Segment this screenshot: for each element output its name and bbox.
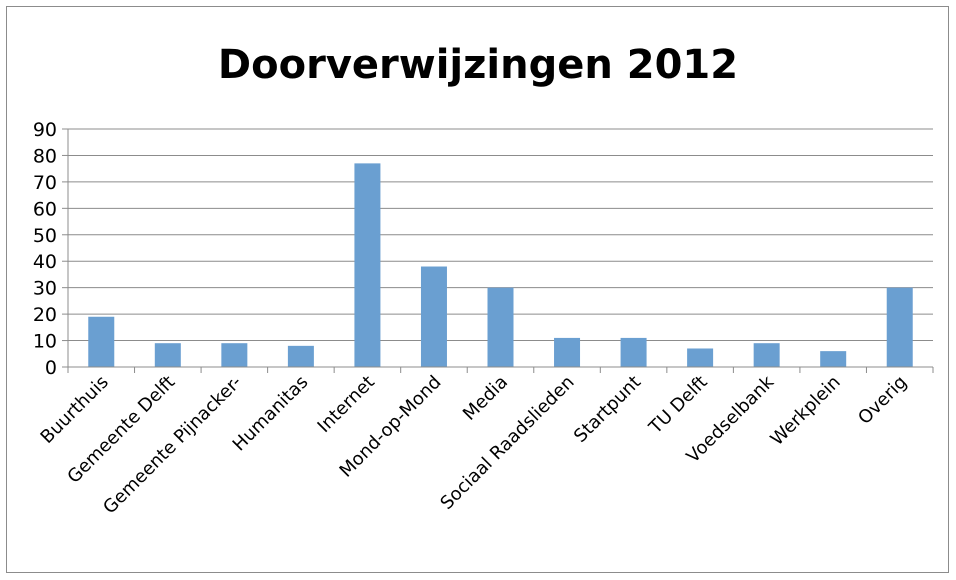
x-tick-label: Werkplein (767, 372, 845, 450)
x-tick-label: Startpunt (570, 372, 645, 447)
bar (820, 351, 847, 367)
y-tick-label: 70 (33, 172, 57, 194)
y-tick-label: 90 (33, 119, 57, 141)
bar (287, 345, 314, 367)
x-tick-label: Internet (314, 372, 379, 437)
bars (88, 163, 913, 367)
chart-frame (6, 6, 949, 573)
bar (354, 163, 381, 367)
y-tick-label: 10 (33, 331, 57, 353)
bar (620, 337, 647, 367)
y-tick-label: 60 (33, 198, 57, 220)
y-tick-label: 80 (33, 145, 57, 167)
y-tick-labels: 0 10 20 30 40 50 60 70 80 90 (33, 119, 57, 379)
bar (221, 343, 248, 367)
bar (88, 316, 115, 367)
x-tick-label: TU Delft (645, 372, 712, 439)
bar (886, 287, 913, 367)
bar (154, 343, 181, 367)
x-tick-label: Gemeente Pijnacker- (99, 372, 246, 519)
y-tick-label: 30 (33, 278, 57, 300)
bar (687, 348, 714, 367)
x-tick-label: Sociaal Raadslieden (436, 372, 578, 514)
y-tick-label: 50 (33, 225, 57, 247)
bar (554, 337, 581, 367)
x-tick-label: Media (459, 372, 512, 425)
y-tick-label: 40 (33, 251, 57, 273)
bar (420, 266, 447, 367)
axes (67, 129, 934, 373)
x-tick-label: Overig (854, 372, 911, 429)
y-tick-label: 0 (45, 357, 57, 379)
bar (487, 287, 514, 367)
bar (753, 343, 780, 367)
chart-title: Doorverwijzingen 2012 (217, 42, 739, 88)
y-tick-label: 20 (33, 304, 57, 326)
